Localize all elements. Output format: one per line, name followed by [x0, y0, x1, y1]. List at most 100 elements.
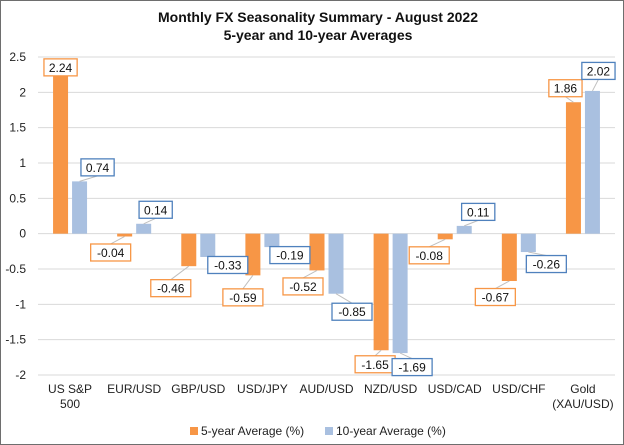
y-tick-label: 1 — [19, 156, 26, 170]
x-tick-label: NZD/USD — [364, 382, 418, 396]
data-label-box — [90, 243, 132, 262]
data-label-box — [460, 202, 496, 222]
bar-10yr — [200, 233, 216, 257]
legend-swatch — [190, 427, 198, 435]
x-tick-label: (XAU/USD) — [552, 397, 613, 411]
data-label-box — [207, 255, 249, 275]
data-label: 2.02 — [587, 64, 611, 78]
leader-line — [565, 96, 574, 103]
data-label-box — [138, 200, 173, 219]
x-tick-label: USD/CHF — [492, 382, 545, 396]
data-label-box — [474, 287, 516, 307]
legend-label: 10-year Average (%) — [336, 424, 446, 438]
y-tick-label: -1 — [15, 297, 26, 311]
leader-line — [79, 175, 98, 182]
bar-10yr — [72, 181, 88, 234]
leader-line — [464, 219, 479, 227]
leader-line — [302, 269, 318, 279]
bar-5yr — [309, 233, 325, 271]
data-label-box — [331, 302, 373, 321]
data-label-box — [581, 61, 616, 81]
x-tick-label: GBP/USD — [171, 382, 225, 396]
bar-10yr — [520, 233, 536, 253]
bar-5yr — [181, 233, 197, 267]
data-label-box — [282, 277, 324, 296]
bars — [53, 75, 600, 354]
data-labels: 2.24 -0.04 -0.46 -0.59 -0.52 -1.65 -0.08 -0.67 1… — [43, 58, 616, 377]
chart-title: Monthly FX Seasonality Summary - August … — [158, 9, 478, 25]
data-label: 0.11 — [467, 205, 490, 219]
bar-5yr — [245, 233, 261, 276]
leader-line — [110, 236, 125, 245]
bar-10yr — [456, 225, 472, 234]
leader-line — [374, 349, 382, 357]
data-label-box — [222, 288, 264, 307]
data-label: -0.59 — [229, 291, 257, 305]
data-label: -0.04 — [97, 246, 125, 260]
y-tick-label: -1.5 — [5, 333, 26, 347]
x-tick-label: Gold — [570, 382, 595, 396]
y-tick-label: 2 — [19, 85, 26, 99]
leader-line — [335, 293, 353, 304]
bar-5yr — [373, 233, 389, 351]
bar-5yr — [501, 233, 517, 282]
x-tick-label: EUR/USD — [107, 382, 161, 396]
data-label-box — [525, 254, 567, 274]
bar-10yr — [136, 223, 152, 234]
leader-line — [592, 79, 599, 92]
data-label: 2.24 — [49, 61, 73, 75]
data-label: -0.85 — [338, 305, 366, 319]
data-label: -0.33 — [214, 258, 242, 272]
legend-swatch — [325, 427, 333, 435]
gridlines — [38, 56, 615, 376]
legend: 5-year Average (%) 10-year Average (%) — [190, 424, 446, 438]
x-tick-label: 500 — [60, 397, 80, 411]
y-tick-label: 1.5 — [9, 121, 26, 135]
data-label-box — [269, 245, 311, 265]
data-label: -0.19 — [276, 249, 304, 263]
data-label: -1.69 — [398, 361, 426, 375]
leader-line — [170, 265, 190, 281]
leader-line — [399, 352, 413, 360]
bar-5yr — [117, 233, 133, 237]
data-label: -0.46 — [157, 282, 185, 296]
chart-subtitle: 5-year and 10-year Averages — [224, 27, 413, 43]
data-label-box — [408, 246, 450, 265]
y-tick-label: 0 — [19, 227, 26, 241]
leader-line — [495, 280, 510, 289]
data-label: 1.86 — [554, 82, 578, 96]
data-label: 0.74 — [86, 161, 110, 175]
data-label-box — [150, 279, 192, 298]
y-tick-label: 0.5 — [9, 191, 26, 205]
data-label-box — [391, 357, 433, 377]
data-label: -0.67 — [482, 291, 510, 305]
y-tick-label: -0.5 — [5, 262, 26, 276]
bar-10yr — [392, 233, 408, 354]
data-label-box — [43, 58, 78, 77]
bar-5yr — [437, 233, 453, 240]
bar-10yr — [584, 90, 600, 234]
bar-10yr — [264, 233, 280, 248]
data-label-box — [548, 79, 583, 98]
legend-label: 5-year Average (%) — [201, 424, 304, 438]
data-label: -0.08 — [416, 249, 444, 263]
leader-line — [143, 217, 156, 225]
y-tick-label: -2 — [15, 368, 26, 382]
leader-line — [429, 238, 446, 248]
data-label: 0.14 — [144, 203, 168, 217]
data-label-box — [80, 158, 115, 177]
x-tick-label: AUD/USD — [299, 382, 353, 396]
data-label: -0.52 — [289, 280, 317, 294]
bar-5yr — [565, 102, 581, 234]
leader-line — [242, 275, 254, 290]
y-axis: 2.5 2 1.5 1 0.5 0 -0.5 -1 -1.5 -2 — [5, 50, 26, 382]
x-tick-label: US S&P — [48, 382, 92, 396]
x-tick-label: USD/JPY — [237, 382, 288, 396]
data-label: -1.65 — [361, 358, 389, 372]
x-tick-label: USD/CAD — [428, 382, 482, 396]
bar-5yr — [53, 75, 69, 234]
data-label: -0.26 — [533, 258, 561, 272]
